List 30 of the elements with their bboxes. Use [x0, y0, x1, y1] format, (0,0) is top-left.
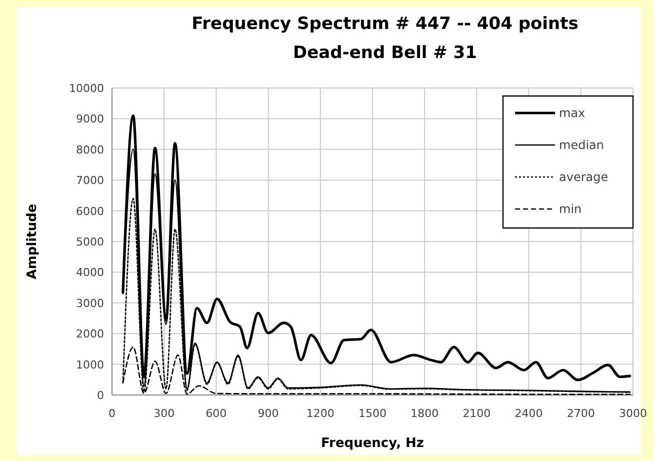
legend-label: min: [559, 202, 582, 216]
chart-subtitle: Dead-end Bell # 31: [293, 43, 477, 63]
x-tick-label: 2700: [566, 407, 595, 420]
y-tick-label: 0: [97, 389, 104, 402]
x-tick-label: 600: [206, 407, 227, 420]
y-axis-title: Amplitude: [25, 204, 40, 280]
x-tick-label: 0: [108, 407, 116, 420]
y-tick-label: 4000: [76, 266, 104, 280]
y-tick-label: 9000: [76, 112, 104, 126]
x-tick-label: 2400: [514, 407, 543, 420]
legend-label: median: [559, 138, 604, 152]
y-tick-label: 3000: [76, 296, 104, 310]
x-tick-label: 2100: [462, 407, 491, 420]
y-tick-label: 7000: [76, 174, 104, 188]
x-tick-label: 300: [154, 407, 175, 420]
y-tick-label: 8000: [76, 143, 104, 156]
legend-label: average: [559, 170, 608, 184]
y-tick-label: 6000: [76, 204, 104, 218]
y-tick-label: 5000: [76, 236, 104, 248]
x-axis-title: Frequency, Hz: [321, 436, 424, 451]
x-tick-label: 1500: [358, 407, 386, 420]
chart-title: Frequency Spectrum # 447 -- 404 points: [192, 14, 578, 34]
y-tick-label: 1000: [76, 358, 104, 372]
x-tick-label: 3000: [619, 407, 647, 420]
x-tick-label: 900: [258, 407, 279, 420]
legend-label: max: [559, 106, 586, 120]
y-tick-label: 10000: [69, 82, 104, 95]
x-tick-label: 1800: [410, 407, 439, 420]
x-tick-label: 1200: [306, 407, 334, 420]
y-tick-label: 2000: [76, 328, 104, 341]
